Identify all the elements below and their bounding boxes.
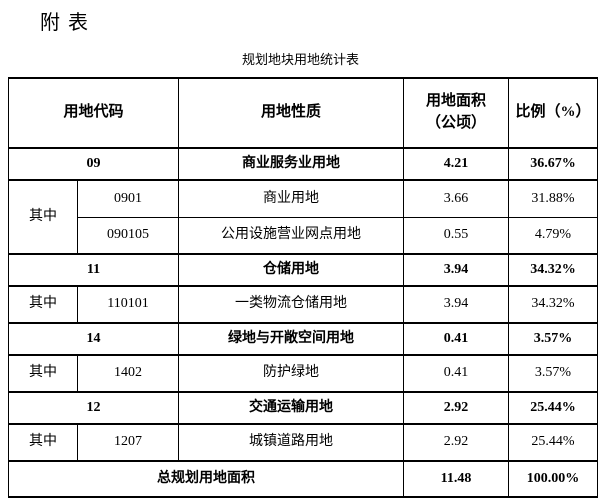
category-row-14: 14 绿地与开敞空间用地 0.41 3.57% <box>7 322 599 356</box>
header-land-area-line1: 用地面积 <box>426 93 487 110</box>
area-cell: 3.66 <box>403 179 510 218</box>
category-code-cell: 14 <box>7 322 180 356</box>
category-code-cell: 12 <box>7 391 180 425</box>
category-ratio-cell: 36.67% <box>508 147 599 181</box>
category-row-09: 09 商业服务业用地 4.21 36.67% <box>7 147 599 181</box>
subgroup-cell: 其中 <box>8 423 78 462</box>
category-code-cell: 09 <box>7 147 180 181</box>
code-cell: 1402 <box>76 354 180 393</box>
subitem-row-090105: 090105 公用设施营业网点用地 0.55 4.79% <box>9 216 599 255</box>
header-row: 用地代码 用地性质 用地面积 （公顷） 比例（%） <box>7 77 599 149</box>
header-land-nature: 用地性质 <box>178 77 405 149</box>
ratio-cell: 4.79% <box>508 216 599 255</box>
category-nature-cell: 仓储用地 <box>178 253 405 287</box>
header-ratio: 比例（%） <box>508 77 599 149</box>
area-cell: 0.41 <box>403 354 510 393</box>
subitem-row-110101: 其中 110101 一类物流仓储用地 3.94 34.32% <box>8 285 599 324</box>
category-area-cell: 2.92 <box>403 391 510 425</box>
category-area-cell: 3.94 <box>403 253 510 287</box>
total-area-cell: 11.48 <box>403 460 510 498</box>
code-cell: 0901 <box>76 179 180 218</box>
code-cell: 090105 <box>76 216 180 255</box>
nature-cell: 城镇道路用地 <box>178 423 405 462</box>
ratio-cell: 3.57% <box>508 354 599 393</box>
subitem-row-1207: 其中 1207 城镇道路用地 2.92 25.44% <box>8 423 599 462</box>
header-land-code: 用地代码 <box>7 77 180 149</box>
category-area-cell: 0.41 <box>403 322 510 356</box>
code-cell: 1207 <box>76 423 180 462</box>
nature-cell: 一类物流仓储用地 <box>178 285 405 324</box>
category-ratio-cell: 25.44% <box>508 391 599 425</box>
subgroup-cell: 其中 <box>8 285 78 324</box>
subitem-row-0901: 其中 0901 商业用地 3.66 31.88% <box>8 179 599 255</box>
header-land-area-line2: （公顷） <box>426 115 487 131</box>
total-ratio-cell: 100.00% <box>508 460 599 498</box>
subgroup-cell: 其中 <box>8 354 78 393</box>
nature-cell: 商业用地 <box>178 179 405 218</box>
table-title: 规划地块用地统计表 <box>241 52 359 67</box>
ratio-cell: 31.88% <box>508 179 599 218</box>
ratio-cell: 34.32% <box>508 285 599 324</box>
subitem-row-1402: 其中 1402 防护绿地 0.41 3.57% <box>8 354 599 393</box>
category-nature-cell: 交通运输用地 <box>178 391 405 425</box>
header-land-area: 用地面积 （公顷） <box>403 77 510 149</box>
category-area-cell: 4.21 <box>403 147 510 181</box>
category-row-11: 11 仓储用地 3.94 34.32% <box>7 253 599 287</box>
area-cell: 0.55 <box>403 216 510 255</box>
nature-cell: 防护绿地 <box>178 354 405 393</box>
area-cell: 2.92 <box>403 423 510 462</box>
ratio-cell: 25.44% <box>508 423 599 462</box>
land-use-table: 用地代码 用地性质 用地面积 （公顷） 比例（%） 09 商业服务业用地 4.2… <box>7 77 599 498</box>
subgroup-cell: 其中 <box>8 179 78 255</box>
appendix-label: 附表 <box>40 12 96 34</box>
total-row: 总规划用地面积 11.48 100.00% <box>7 460 599 498</box>
category-nature-cell: 绿地与开敞空间用地 <box>178 322 405 356</box>
category-nature-cell: 商业服务业用地 <box>178 147 405 181</box>
category-code-cell: 11 <box>7 253 180 287</box>
category-ratio-cell: 3.57% <box>508 322 599 356</box>
area-cell: 3.94 <box>403 285 510 324</box>
category-ratio-cell: 34.32% <box>508 253 599 287</box>
nature-cell: 公用设施营业网点用地 <box>178 216 405 255</box>
total-label-cell: 总规划用地面积 <box>7 460 405 498</box>
code-cell: 110101 <box>76 285 180 324</box>
category-row-12: 12 交通运输用地 2.92 25.44% <box>7 391 599 425</box>
